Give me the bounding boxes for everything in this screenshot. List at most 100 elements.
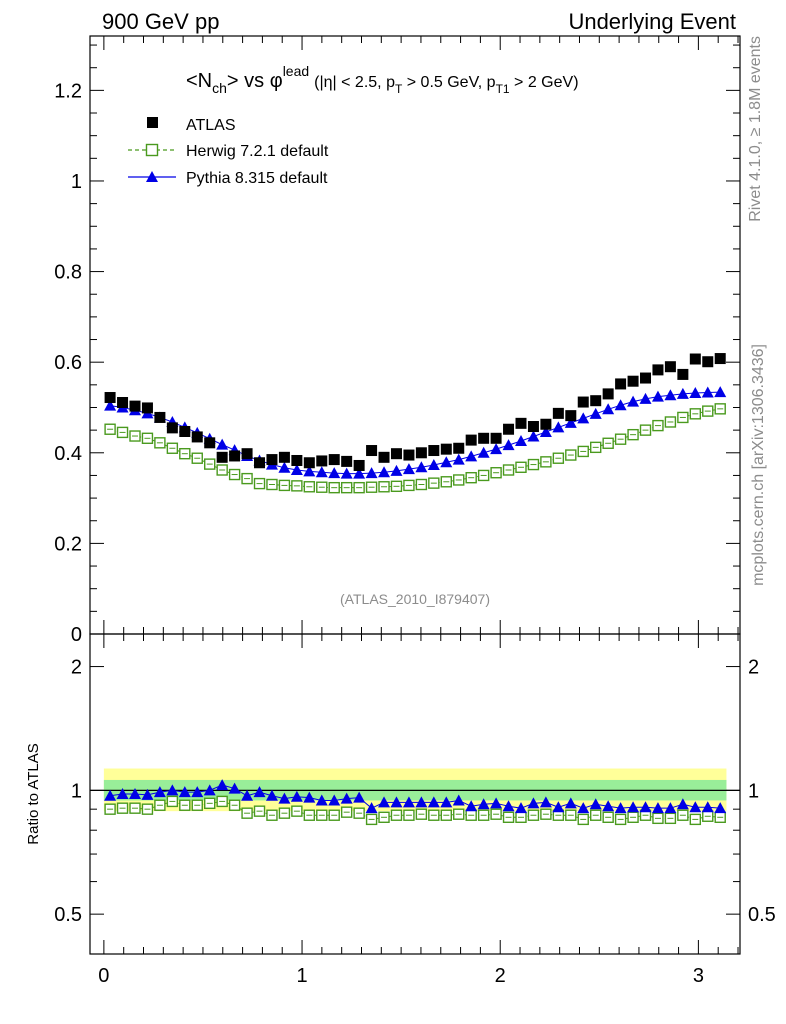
pythia-ratio-point	[129, 787, 142, 799]
pythia-point	[664, 389, 677, 401]
atlas-point	[627, 375, 639, 387]
pythia-ratio-point	[365, 802, 378, 814]
pythia-ratio-point	[402, 796, 415, 808]
atlas-point	[440, 443, 452, 455]
title-sub: ch	[212, 80, 227, 96]
atlas-point	[366, 445, 378, 457]
atlas-point	[664, 361, 676, 373]
pythia-ratio-point	[116, 787, 129, 799]
rivet-label: Rivet 4.1.0, ≥ 1.8M events	[747, 36, 764, 222]
atlas-point	[141, 402, 153, 414]
pythia-ratio-point	[178, 786, 191, 798]
pythia-ratio-point	[465, 800, 478, 812]
y-tick-label: 0.2	[54, 533, 82, 555]
pythia-ratio-point	[153, 786, 166, 798]
herwig-line	[109, 408, 721, 489]
atlas-point	[191, 431, 203, 443]
pythia-point	[303, 465, 316, 477]
atlas-point	[652, 364, 664, 376]
legend: ATLAS Herwig 7.2.1 default Pythia 8.315 …	[128, 117, 329, 187]
atlas-point	[316, 455, 328, 467]
x-tick-label: 2	[495, 965, 506, 987]
pythia-ratio-point	[639, 801, 652, 813]
pythia-point	[527, 430, 540, 442]
pythia-point	[627, 395, 640, 407]
pythia-ratio-point	[515, 802, 528, 814]
atlas-point	[515, 417, 527, 429]
pythia-ratio-point	[290, 790, 303, 802]
pythia-ratio-point	[315, 794, 328, 806]
pythia-point	[278, 461, 291, 473]
atlas-point	[229, 450, 241, 462]
pythia-ratio-point	[278, 792, 291, 804]
pythia-ratio-point	[241, 789, 254, 801]
pythia-ratio-point	[166, 784, 179, 796]
pythia-point	[701, 386, 714, 398]
pythia-ratio-point	[378, 796, 391, 808]
pythia-point	[378, 466, 391, 478]
plot-title: <Nch> vs φlead (|η| < 2.5, pT > 0.5 GeV, …	[186, 63, 579, 96]
title-cuts-sub1: T	[395, 82, 403, 96]
y-tick-label: 0.6	[54, 352, 82, 374]
pythia-ratio-point	[265, 789, 278, 801]
atlas-point	[341, 455, 353, 467]
header-right: Underlying Event	[568, 9, 736, 34]
atlas-point	[615, 378, 627, 390]
pythia-ratio-point	[701, 801, 714, 813]
pythia-ratio-point	[502, 800, 515, 812]
pythia-point	[315, 466, 328, 478]
atlas-point	[254, 457, 266, 469]
mcplots-label: mcplots.cern.ch [arXiv:1306.3436]	[750, 344, 767, 586]
pythia-point	[676, 387, 689, 399]
pythia-ratio-point	[664, 802, 677, 814]
atlas-point	[540, 418, 552, 430]
pythia-ratio-point	[527, 797, 540, 809]
title-vs: > vs φ	[227, 70, 283, 92]
atlas-point	[303, 457, 315, 469]
atlas-point	[503, 423, 515, 435]
atlas-point	[241, 448, 253, 460]
title-main: <N	[186, 70, 212, 92]
pythia-ratio-point	[577, 802, 590, 814]
pythia-point	[552, 421, 565, 433]
pythia-point	[515, 435, 528, 447]
pythia-point	[365, 467, 378, 479]
atlas-point	[527, 421, 539, 433]
ratio-y-tick-label: 1	[71, 780, 82, 802]
atlas-point	[714, 353, 726, 365]
ratio-ylabel: Ratio to ATLAS	[25, 743, 42, 844]
y-tick-label: 0.8	[54, 262, 82, 284]
atlas-point	[129, 400, 141, 412]
atlas-point	[552, 407, 564, 419]
pythia-ratio-point	[477, 798, 490, 810]
pythia-ratio-point	[141, 788, 154, 800]
pythia-ratio-point	[689, 801, 702, 813]
pythia-point	[465, 450, 478, 462]
pythia-point	[402, 463, 415, 475]
y-tick-label: 1	[71, 171, 82, 193]
pythia-ratio-point	[714, 802, 727, 814]
title-sup: lead	[283, 63, 309, 79]
pythia-point	[290, 464, 303, 476]
atlas-point	[390, 448, 402, 460]
axis-ticks	[90, 36, 740, 955]
atlas-point	[266, 454, 278, 466]
atlas-point	[216, 451, 228, 463]
atlas-point	[465, 434, 477, 446]
pythia-ratio-point	[253, 786, 266, 798]
title-cuts-sub2: T1	[496, 82, 510, 96]
pythia-ratio-point	[452, 794, 465, 806]
pythia-ratio-point	[627, 801, 640, 813]
x-tick-label: 1	[296, 965, 307, 987]
pythia-ratio-point	[539, 796, 552, 808]
pythia-ratio-point	[203, 784, 216, 796]
atlas-point	[104, 392, 116, 404]
ratio-y-tick-label-right: 0.5	[748, 904, 776, 926]
pythia-ratio-point	[216, 779, 229, 791]
atlas-point	[415, 447, 427, 459]
pythia-ratio-point	[191, 786, 204, 798]
atlas-point	[490, 432, 502, 444]
y-tick-label: 0.4	[54, 443, 82, 465]
atlas-point	[179, 425, 191, 437]
atlas-point	[565, 410, 577, 422]
